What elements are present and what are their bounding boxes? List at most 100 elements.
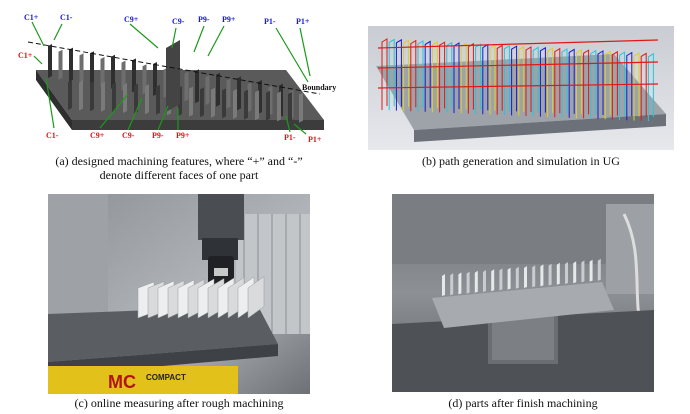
toolpath bbox=[604, 50, 611, 120]
label-p1-plus-bottom: P1+ bbox=[308, 135, 322, 144]
toolpath bbox=[417, 40, 424, 112]
boundary-line bbox=[27, 41, 321, 95]
workpiece-fins bbox=[137, 276, 265, 319]
fin bbox=[466, 271, 470, 294]
fin bbox=[189, 86, 193, 117]
caption-d: (d) parts after finish machining bbox=[448, 396, 598, 410]
toolpath bbox=[453, 42, 460, 113]
toolpath bbox=[496, 44, 503, 115]
fin bbox=[233, 89, 237, 119]
fin bbox=[244, 89, 248, 120]
fin bbox=[222, 88, 226, 119]
machining-features-diagram: C1+ C1- C9+ C9- P9- P9+ P1- P1+ C1+ C1- … bbox=[18, 8, 340, 150]
toolpath bbox=[590, 49, 597, 119]
toolpath bbox=[561, 48, 568, 118]
panel-a-figure: C1+ C1- C9+ C9- P9- P9+ P1- P1+ C1+ C1- … bbox=[18, 8, 340, 150]
toolpath bbox=[446, 41, 453, 113]
toolpath bbox=[381, 38, 388, 110]
label-boundary: Boundary bbox=[302, 83, 336, 92]
ug-part-front bbox=[414, 114, 666, 142]
fin bbox=[491, 269, 495, 292]
fin bbox=[247, 82, 252, 113]
toolpath bbox=[395, 38, 402, 111]
fin bbox=[132, 58, 136, 93]
fin bbox=[90, 51, 94, 86]
fin bbox=[565, 262, 568, 284]
fin bbox=[156, 84, 160, 115]
toolpath bbox=[611, 50, 618, 120]
toolpath bbox=[410, 39, 417, 112]
label-c1-plus-left: C1+ bbox=[18, 51, 33, 60]
fin bbox=[112, 82, 116, 113]
fin bbox=[255, 90, 259, 121]
fin bbox=[58, 49, 63, 80]
toolpath bbox=[547, 47, 554, 117]
fin bbox=[524, 266, 527, 288]
fin bbox=[458, 272, 462, 295]
part-base-side bbox=[36, 70, 72, 130]
toolpath bbox=[532, 46, 539, 117]
fin bbox=[184, 71, 189, 102]
caption-a-line1: (a) designed machining features, where “… bbox=[55, 154, 303, 168]
fin bbox=[121, 60, 126, 91]
label-c9-plus-bottom: C9+ bbox=[90, 131, 105, 140]
label-p9-minus-bottom: P9- bbox=[152, 131, 164, 140]
fin bbox=[548, 263, 552, 286]
fin bbox=[499, 268, 503, 291]
fin bbox=[134, 83, 138, 114]
toolpath bbox=[460, 42, 467, 114]
panel-c-photo: MC COMPACT bbox=[48, 194, 310, 394]
toolpath bbox=[511, 45, 518, 116]
fin bbox=[589, 259, 593, 282]
toolpath bbox=[583, 49, 590, 119]
label-c9-minus-bottom: C9- bbox=[122, 131, 135, 140]
fin bbox=[573, 261, 577, 284]
fin bbox=[277, 91, 281, 122]
caption-c: (c) online measuring after rough machini… bbox=[74, 396, 284, 410]
fin bbox=[100, 57, 105, 87]
fin bbox=[68, 80, 72, 110]
label-c9-plus-top: C9+ bbox=[124, 15, 139, 24]
toolpath bbox=[597, 50, 604, 119]
panel-d-photo bbox=[392, 194, 654, 392]
toolpath bbox=[640, 52, 647, 121]
fin bbox=[540, 264, 544, 287]
ug-part-top bbox=[376, 54, 666, 130]
fin bbox=[450, 273, 454, 296]
label-c1-minus-bottom: C1- bbox=[46, 131, 59, 140]
label-p9-minus-top: P9- bbox=[198, 15, 210, 24]
machine-brand: MC bbox=[108, 372, 136, 392]
label-p1-minus-top: P1- bbox=[264, 17, 276, 26]
fin bbox=[247, 276, 265, 319]
fin bbox=[556, 262, 560, 285]
spindle bbox=[198, 194, 244, 240]
fin bbox=[237, 76, 241, 111]
toolpath bbox=[431, 40, 438, 113]
fin bbox=[48, 44, 52, 78]
toolpath bbox=[518, 45, 525, 116]
toolpath bbox=[525, 46, 532, 116]
toolpath bbox=[539, 46, 546, 117]
fin bbox=[226, 78, 231, 109]
toolpath bbox=[424, 40, 431, 112]
fin bbox=[145, 84, 149, 115]
fin bbox=[90, 81, 94, 112]
machine-nameplate bbox=[48, 366, 238, 394]
caption-a-line2: denote different faces of one part bbox=[99, 168, 259, 182]
toolpath bbox=[503, 44, 510, 116]
fin bbox=[205, 75, 210, 105]
fin bbox=[200, 87, 204, 118]
fin bbox=[195, 69, 199, 104]
toolpath bbox=[554, 47, 561, 118]
fin bbox=[581, 260, 585, 283]
fin bbox=[69, 47, 73, 82]
part-base-front bbox=[72, 120, 324, 130]
toolpath-lines bbox=[377, 38, 659, 122]
vise bbox=[48, 306, 278, 362]
leader-lines bbox=[31, 21, 311, 135]
label-p9-plus-top: P9+ bbox=[222, 15, 236, 24]
toolpath bbox=[647, 52, 654, 122]
label-p1-plus-top: P1+ bbox=[296, 17, 310, 26]
fin bbox=[507, 267, 511, 290]
fin bbox=[101, 81, 105, 112]
